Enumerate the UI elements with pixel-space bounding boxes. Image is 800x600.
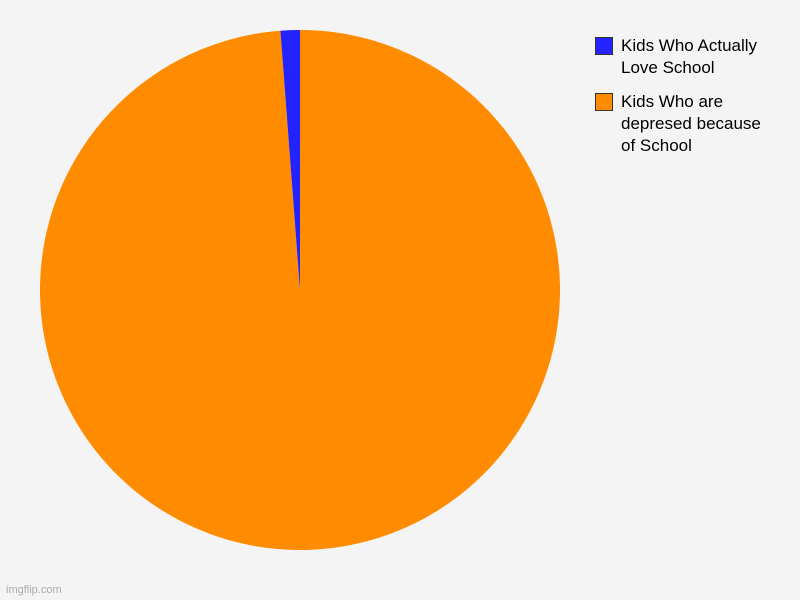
legend-item: Kids Who Actually Love School (595, 35, 775, 79)
pie-chart-container (40, 30, 560, 550)
watermark: imgflip.com (6, 584, 62, 596)
legend-label: Kids Who Actually Love School (621, 35, 775, 79)
legend-label: Kids Who are depresed because of School (621, 91, 775, 157)
legend-item: Kids Who are depresed because of School (595, 91, 775, 157)
legend: Kids Who Actually Love School Kids Who a… (595, 35, 775, 169)
pie-chart (40, 30, 560, 550)
legend-swatch (595, 93, 613, 111)
legend-swatch (595, 37, 613, 55)
